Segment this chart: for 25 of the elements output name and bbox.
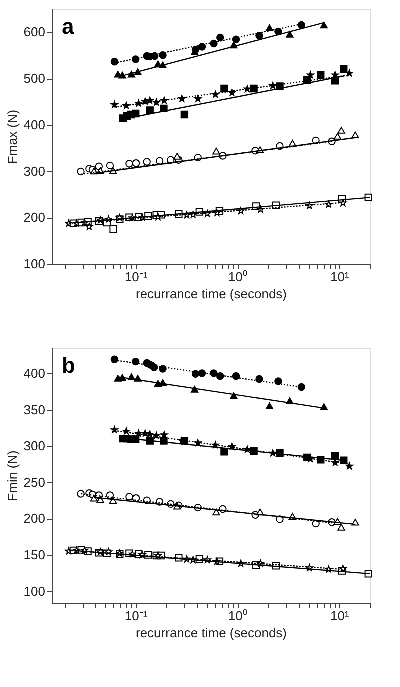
annotation: a — [62, 14, 75, 39]
x-axis-title: recurrance time (seconds) — [136, 286, 287, 302]
y-tick-label: 400 — [24, 366, 46, 381]
y-tick-label: 500 — [24, 71, 46, 86]
y-axis-title: Fmin (N) — [4, 450, 20, 502]
annotation: b — [62, 353, 76, 378]
y-tick-label: 300 — [24, 438, 46, 454]
y-tick-label: 400 — [24, 117, 46, 132]
x-tick-label: 10⁻¹ — [124, 608, 148, 624]
y-tick-label: 350 — [24, 402, 46, 418]
x-axis-title: recurrance time (seconds) — [136, 626, 287, 640]
x-tick-label: 10⁻¹ — [124, 270, 148, 284]
x-tick-label: 10¹ — [330, 270, 350, 284]
x-tick-label: 10¹ — [330, 608, 350, 624]
y-tick-label: 150 — [24, 548, 46, 563]
y-axis-title: Fmax (N) — [4, 110, 20, 164]
y-tick-label: 100 — [24, 256, 46, 272]
y-tick-label: 100 — [24, 584, 46, 599]
y-tick-label: 250 — [24, 474, 46, 490]
x-tick-label: 10⁰ — [228, 270, 248, 284]
y-tick-label: 200 — [24, 511, 46, 526]
x-tick-label: 10⁰ — [228, 608, 248, 624]
y-tick-label: 200 — [24, 210, 46, 226]
y-tick-label: 600 — [24, 24, 46, 40]
y-tick-label: 300 — [24, 164, 46, 179]
